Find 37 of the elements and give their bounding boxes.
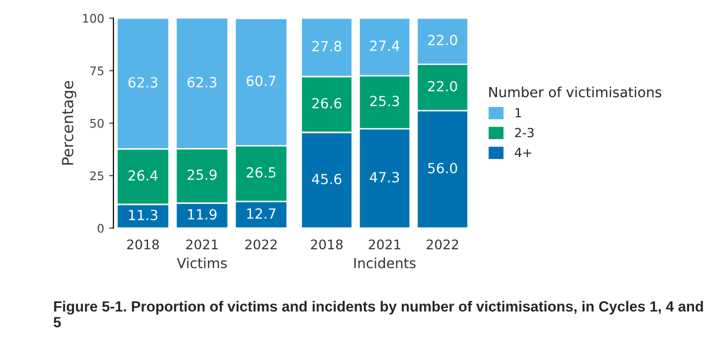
data-label: 26.4 [128, 170, 158, 181]
y-tick-label: 0 [98, 224, 104, 233]
x-axis-title: Incidents [354, 258, 416, 268]
data-label: 11.9 [188, 209, 217, 220]
x-tick-label: 2022 [426, 239, 458, 250]
data-label: 25.9 [188, 169, 217, 180]
y-tick-label: 75 [90, 66, 104, 76]
data-label: 12.7 [247, 208, 276, 219]
y-tick-label: 100 [83, 14, 104, 23]
x-tick-label: 2021 [368, 239, 400, 250]
data-label: 56.0 [428, 162, 458, 174]
data-label: 27.8 [312, 40, 342, 52]
y-tick-label: 50 [90, 118, 104, 128]
x-tick-label: 2018 [127, 239, 159, 250]
data-label: 11.3 [129, 210, 158, 220]
data-label: 60.7 [246, 76, 276, 86]
legend-label: 4+ [514, 148, 532, 158]
data-label: 45.6 [312, 174, 342, 184]
x-tick-label: 2018 [310, 239, 343, 250]
data-label: 26.5 [246, 167, 276, 178]
text: Figure 5-1. Proportion of victims and incidents by number of victimisations, in Cycles 1, 4 and 5 [54, 300, 703, 328]
x-axis-title: Victims [176, 258, 227, 268]
x-tick-label: 2021 [186, 239, 218, 250]
data-label: 22.0 [428, 80, 458, 92]
data-label: 47.3 [370, 172, 399, 182]
legend-label: 1 [516, 108, 521, 118]
data-label: 26.6 [312, 98, 342, 108]
data-label: 25.3 [370, 96, 399, 106]
data-label: 27.4 [370, 40, 400, 51]
data-label: 62.3 [128, 77, 158, 88]
legend-label: 2-3 [515, 128, 534, 138]
x-tick-label: 2022 [245, 239, 277, 250]
y-tick-label: 25 [90, 171, 104, 180]
data-label: 62.3 [188, 76, 216, 88]
y-axis-title: Percentage [62, 80, 76, 165]
legend-title: Number of victimisations [489, 86, 662, 98]
data-label: 22.0 [428, 34, 458, 46]
